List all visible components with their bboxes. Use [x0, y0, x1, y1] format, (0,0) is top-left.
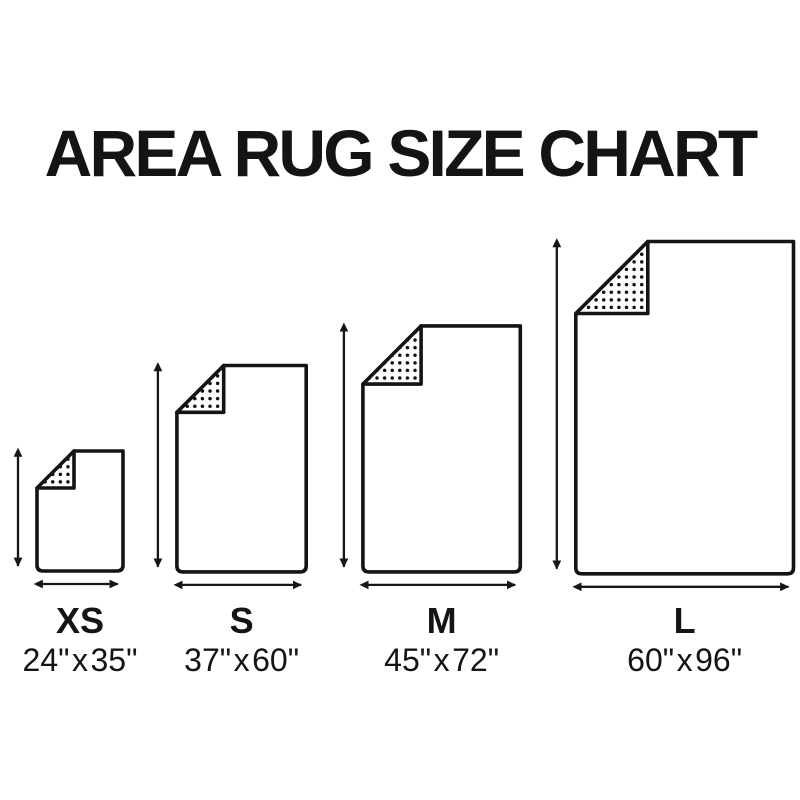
- svg-text:60"x96": 60"x96": [627, 642, 742, 678]
- svg-text:24"x35": 24"x35": [23, 642, 138, 678]
- svg-text:S: S: [230, 600, 254, 641]
- svg-text:45"x72": 45"x72": [384, 642, 499, 678]
- svg-text:M: M: [427, 600, 457, 641]
- svg-text:AREA RUG SIZE CHART: AREA RUG SIZE CHART: [45, 116, 758, 190]
- svg-text:XS: XS: [56, 600, 104, 641]
- svg-text:L: L: [674, 600, 696, 641]
- svg-text:37"x60": 37"x60": [184, 642, 299, 678]
